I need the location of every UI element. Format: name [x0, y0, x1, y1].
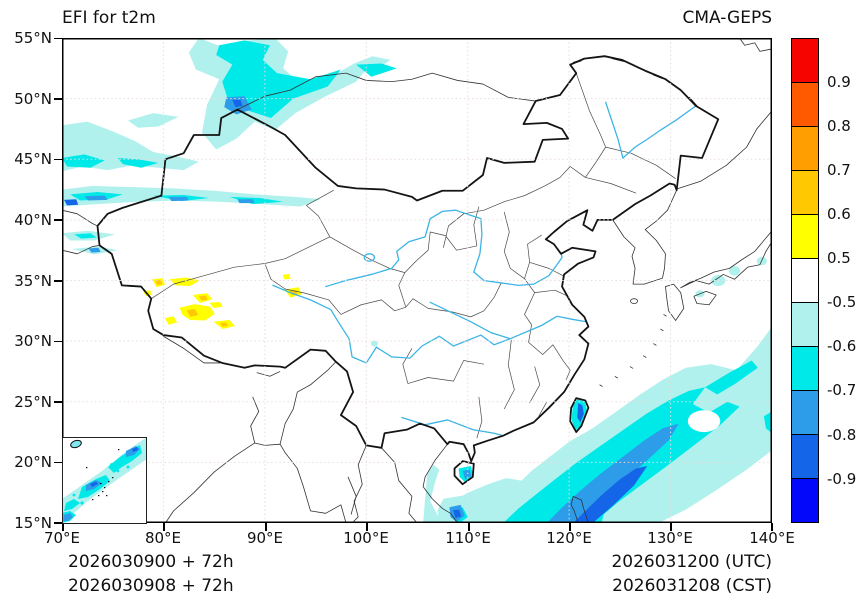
inset-island-outline: [70, 439, 82, 449]
init-time-utc: 2026030900 + 72h: [68, 552, 234, 572]
hainan-outline: [455, 461, 474, 484]
taiwan-outline: [570, 398, 588, 432]
xtick-70e: 70°E: [43, 529, 81, 547]
ytick-55n: 55°N: [14, 29, 52, 47]
efi-patches-p05: [143, 273, 302, 329]
xtick-mark: [771, 523, 773, 531]
ytick-20n: 20°N: [14, 453, 52, 471]
yangtze-river: [273, 285, 586, 363]
rivers: [273, 56, 718, 436]
efi-patches-m06: [62, 40, 772, 523]
model-name-title: CMA-GEPS: [682, 8, 772, 28]
cb-label-m0p8: -0.8: [827, 426, 857, 444]
cb-label-0p9: 0.9: [827, 73, 851, 91]
cb-label-0p5: 0.5: [827, 249, 851, 267]
cb-label-m0p5: -0.5: [827, 293, 857, 311]
ytick-mark: [54, 461, 62, 464]
efi-colorbar: [791, 38, 819, 523]
cb-label-0p6: 0.6: [827, 205, 851, 223]
cb-seg-neutral: [792, 258, 818, 302]
cb-seg-0p6-0p7: [792, 170, 818, 214]
cb-label-m0p9: -0.9: [827, 470, 857, 488]
xtick-mark: [468, 523, 470, 531]
inset-frame: [62, 437, 147, 524]
cb-seg-m0p8-m0p9: [792, 434, 818, 478]
cb-seg-m0p5-m0p6: [792, 302, 818, 346]
ytick-mark: [54, 280, 62, 282]
island-specks: [86, 449, 120, 501]
xtick-80e: 80°E: [144, 529, 182, 547]
cb-seg-0p8-0p9: [792, 82, 818, 126]
china-efi-map: [62, 38, 772, 523]
ytick-mark: [54, 158, 62, 161]
cb-seg-0p5-0p6: [792, 214, 818, 258]
valid-time-utc: 2026031200 (UTC): [611, 552, 772, 572]
xtick-100e: 100°E: [343, 529, 389, 547]
ytick-mark: [54, 522, 62, 524]
cb-seg-0p7-0p8: [792, 126, 818, 170]
valid-time-cst: 2026031208 (CST): [612, 576, 772, 596]
ytick-mark: [54, 98, 62, 100]
south-china-sea-inset: [62, 437, 147, 524]
cb-label-m0p6: -0.6: [827, 337, 857, 355]
ytick-15n: 15°N: [14, 514, 52, 532]
xtick-mark: [62, 523, 64, 531]
cb-seg-above-0p9: [792, 39, 818, 82]
cb-label-0p8: 0.8: [827, 117, 851, 135]
xtick-mark: [163, 523, 165, 531]
pearl-river: [402, 418, 503, 436]
xtick-130e: 130°E: [647, 529, 693, 547]
ytick-mark: [54, 219, 62, 221]
efi-patches-p06: [154, 279, 298, 327]
ytick-mark: [54, 401, 62, 403]
xtick-110e: 110°E: [445, 529, 491, 547]
xtick-140e: 140°E: [749, 529, 795, 547]
ytick-mark: [54, 340, 62, 343]
cb-label-0p7: 0.7: [827, 161, 851, 179]
plot-title: EFI for t2m: [62, 8, 156, 28]
yellow-river: [326, 210, 562, 286]
xtick-mark: [569, 523, 571, 531]
init-time-cst: 2026030908 + 72h: [68, 576, 234, 596]
efi-neutral-hole: [687, 410, 721, 433]
efi-patches-m08: [64, 99, 648, 523]
ytick-mark: [54, 37, 62, 40]
han-river: [430, 302, 510, 338]
cb-seg-below-m0p9: [792, 478, 818, 522]
plot-frame: [62, 38, 772, 523]
china-border: [98, 56, 719, 461]
province-boundaries: [151, 73, 675, 438]
ytick-35n: 35°N: [14, 272, 52, 290]
xtick-mark: [265, 523, 267, 531]
xtick-mark: [670, 523, 672, 531]
nen-river: [606, 102, 623, 158]
ytick-25n: 25°N: [14, 393, 52, 411]
neighbor-borders: [62, 38, 772, 523]
lat-lon-gridlines: [62, 38, 772, 523]
xtick-120e: 120°E: [546, 529, 592, 547]
ytick-45n: 45°N: [14, 150, 52, 168]
cb-seg-m0p6-m0p7: [792, 346, 818, 390]
ytick-40n: 40°N: [14, 211, 52, 229]
amur-border-dashes: [573, 58, 697, 107]
songhua-river: [623, 106, 696, 158]
ytick-30n: 30°N: [14, 332, 52, 350]
qinghai-lake: [364, 254, 374, 261]
cb-seg-m0p7-m0p8: [792, 390, 818, 434]
xtick-90e: 90°E: [246, 529, 284, 547]
ytick-50n: 50°N: [14, 90, 52, 108]
xtick-mark: [366, 523, 368, 531]
cb-label-m0p7: -0.7: [827, 381, 857, 399]
